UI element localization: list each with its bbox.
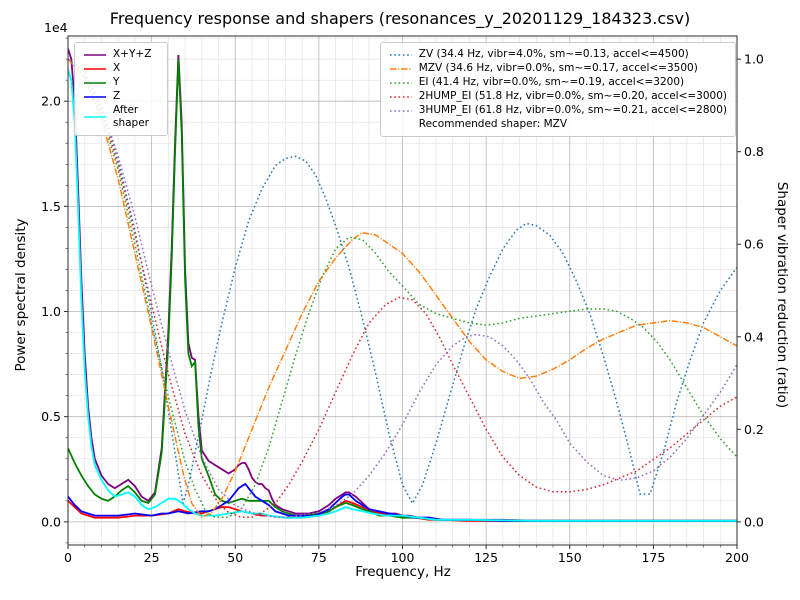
- series-2hump-ei: [68, 58, 737, 518]
- legend-psd: X+Y+Z X Y Z After shaper: [74, 42, 168, 136]
- legend-psd-item-after: After shaper: [83, 104, 159, 130]
- legend-line-sample: [389, 109, 412, 112]
- y-left-tick-label: 1.5: [41, 199, 61, 214]
- y-left-tick-label: 0.5: [41, 409, 61, 424]
- x-tick-label: 25: [144, 550, 160, 565]
- legend-line-sample: [84, 67, 106, 70]
- legend-shapers: ZV (34.4 Hz, vibr=4.0%, sm~=0.13, accel<…: [379, 42, 736, 137]
- legend-label: MZV (34.6 Hz, vibr=0.0%, sm~=0.17, accel…: [418, 62, 698, 74]
- legend-line-sample: [84, 116, 106, 118]
- legend-line-sample: [389, 67, 412, 70]
- series-after-shaper: [68, 69, 737, 522]
- legend-label: After shaper: [113, 104, 150, 129]
- y-left-axis-label: Power spectral density: [13, 218, 29, 372]
- legend-shapers-item-zv: ZV (34.4 Hz, vibr=4.0%, sm~=0.13, accel<…: [389, 48, 727, 61]
- legend-shapers-item-3hump-ei: 3HUMP_EI (61.8 Hz, vibr=0.0%, sm~=0.21, …: [389, 104, 727, 117]
- y-right-tick-label: 1.0: [744, 52, 764, 67]
- y-left-tick-label: 2.0: [41, 94, 61, 109]
- y-right-tick-label: 0.6: [744, 237, 764, 252]
- series-3hump-ei: [68, 58, 737, 518]
- legend-shapers-item-ei: EI (41.4 Hz, vibr=0.0%, sm~=0.19, accel<…: [389, 76, 727, 89]
- legend-line-sample: [389, 81, 412, 84]
- y-right-tick-label: 0.0: [744, 514, 764, 529]
- legend-label: Z: [113, 90, 121, 102]
- legend-line-sample: [84, 53, 106, 56]
- x-tick-label: 150: [558, 550, 582, 565]
- recommended-shaper-note: Recommended shaper: MZV: [389, 118, 727, 131]
- legend-line-sample: [389, 53, 412, 56]
- tick-labels: 0 25 50 75 100 125 150 175 200 0.0 0.5 1.0 1.5 2.0 0.0…: [41, 52, 764, 565]
- x-tick-label: 50: [227, 550, 243, 565]
- legend-psd-item-x+y+z: X+Y+Z: [83, 48, 159, 61]
- x-tick-label: 200: [725, 550, 749, 565]
- legend-shapers-item-2hump-ei: 2HUMP_EI (51.8 Hz, vibr=0.0%, sm~=0.20, …: [389, 90, 727, 103]
- series-lines: [68, 48, 737, 522]
- legend-shapers-item-mzv: MZV (34.6 Hz, vibr=0.0%, sm~=0.17, accel…: [389, 62, 727, 75]
- y-right-tick-label: 0.2: [744, 422, 764, 437]
- legend-label: 2HUMP_EI (51.8 Hz, vibr=0.0%, sm~=0.20, …: [418, 90, 727, 102]
- y-right-axis-label: Shaper vibration reduction (ratio): [774, 181, 790, 409]
- legend-label: X+Y+Z: [113, 48, 152, 60]
- legend-psd-item-x: X: [83, 62, 159, 75]
- chart-title: Frequency response and shapers (resonanc…: [109, 9, 691, 28]
- tick-marks: [64, 37, 741, 549]
- x-tick-label: 125: [474, 550, 498, 565]
- legend-psd-item-y: Y: [83, 76, 159, 89]
- legend-psd-item-z: Z: [83, 90, 159, 103]
- legend-label: X: [113, 62, 121, 74]
- legend-line-sample: [389, 95, 412, 98]
- legend-label: EI (41.4 Hz, vibr=0.0%, sm~=0.19, accel<…: [418, 76, 685, 88]
- series-zv: [68, 58, 737, 505]
- legend-label: Y: [113, 76, 120, 88]
- y-right-tick-label: 0.4: [744, 329, 764, 344]
- y-axis-offset-text: 1e4: [44, 20, 68, 35]
- legend-label: 3HUMP_EI (61.8 Hz, vibr=0.0%, sm~=0.21, …: [418, 104, 727, 116]
- series-ei: [68, 58, 737, 518]
- y-right-tick-label: 0.8: [744, 144, 764, 159]
- x-tick-label: 75: [311, 550, 327, 565]
- y-left-tick-label: 0.0: [41, 514, 61, 529]
- x-axis-label: Frequency, Hz: [355, 564, 451, 580]
- recommended-shaper-text: Recommended shaper: MZV: [418, 118, 568, 130]
- x-tick-label: 175: [641, 550, 665, 565]
- series-mzv: [68, 58, 737, 519]
- x-tick-label: 0: [64, 550, 72, 565]
- x-tick-label: 100: [391, 550, 415, 565]
- legend-label: ZV (34.4 Hz, vibr=4.0%, sm~=0.13, accel<…: [418, 48, 689, 60]
- legend-line-sample: [84, 95, 106, 98]
- y-left-tick-label: 1.0: [41, 304, 61, 319]
- legend-line-sample: [84, 81, 106, 84]
